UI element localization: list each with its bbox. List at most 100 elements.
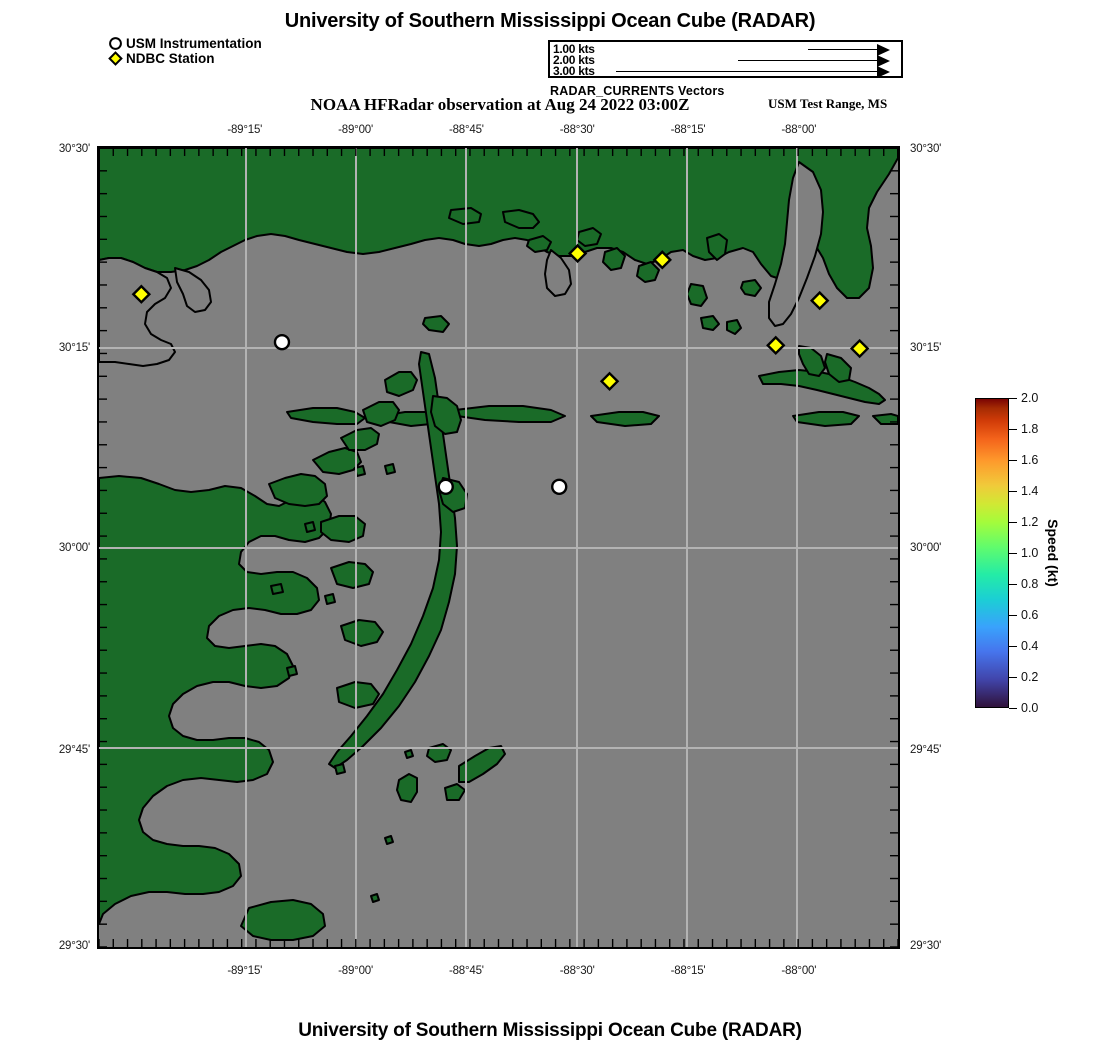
delta-speck-3 [304,521,316,533]
ndbc-station-marker-5[interactable] [849,338,870,359]
delta-marsh-east-lobe [320,515,366,543]
ndbc-station-marker-1[interactable] [567,243,588,264]
ndbc-station-marker-3[interactable] [810,290,830,311]
colorbar-tick-label-6: 0.8 [1021,577,1039,591]
colorbar-tick-label-0: 2.0 [1021,391,1039,405]
axis-label-lat-right-0: 30°30' [910,143,942,156]
chandeleur-islands-arc [328,351,458,769]
islet-speck-3 [370,893,380,903]
test-range-label: USM Test Range, MS [768,96,888,111]
colorbar-tick-label-10: 0.0 [1021,701,1039,715]
delta-marsh-finger-2 [340,427,380,451]
usm-instrumentation-marker-0[interactable] [273,333,291,351]
ms-coast-islet-7 [706,233,728,261]
delta-marsh-east-lobe-2 [330,561,374,589]
vector-scale-row-2: 2.00 kts [550,53,901,67]
colorbar-tick-label-9: 0.2 [1021,670,1039,684]
delta-marsh-finger-1 [312,447,362,475]
lake-borgne-shoreline [99,257,176,367]
freemason-island-1 [396,773,418,803]
vector-arrowhead-2 [877,55,890,67]
colorbar-title: Speed (kt) [1045,519,1061,587]
delta-marsh-east-lobe-3 [340,619,384,647]
colorbar-tick-7 [1009,615,1017,616]
axis-label-lon-bot-2: -88°45' [448,965,484,977]
vector-shaft-1 [808,49,878,50]
vector-legend-caption: RADAR_CURRENTS Vectors [550,84,725,98]
ms-coast-islet-11 [726,319,742,335]
fort-morgan-tip [824,353,852,383]
colorbar-tick-label-1: 1.8 [1021,422,1039,436]
axis-label-lon-top-0: -89°15' [227,124,263,136]
ms-coast-islet-5 [602,247,626,271]
colorbar-tick-2 [1009,460,1017,461]
axis-label-lat-left-3: 29°45' [58,743,90,756]
colorbar-tick-label-4: 1.2 [1021,515,1039,529]
delta-marsh-finger-3 [362,401,400,427]
ms-coast-islet-3 [526,235,552,253]
axis-label-lon-top-4: -88°15' [670,124,706,136]
ndbc-station-marker-2[interactable] [652,250,672,270]
vector-scale-label-3: 3.00 kts [553,64,595,78]
ms-coast-islet-1 [502,209,540,229]
vector-scale-label-2: 2.00 kts [553,53,595,67]
station-markers-layer[interactable] [131,243,870,495]
landmass-layer [99,148,898,941]
colorbar-tick-0 [1009,398,1017,399]
diamond-marker-icon [108,51,123,66]
vector-scale-label-1: 1.00 kts [553,42,595,56]
colorbar-tick-6 [1009,584,1017,585]
islet-speck-2 [384,835,394,845]
delta-speck-2 [384,463,396,475]
ndbc-station-marker-6[interactable] [599,371,620,392]
barrier-island-east [792,411,860,427]
barrier-island-petit-bois [590,411,660,427]
colorbar-gradient [975,398,1009,708]
ndbc-station-marker-4[interactable] [766,335,786,356]
delta-marsh-east-lobe-4 [336,681,380,709]
delta-marsh-lower-lobe [240,899,326,941]
colorbar-tick-1 [1009,429,1017,430]
usm-instrumentation-marker-2[interactable] [551,478,568,495]
colorbar-tick-9 [1009,677,1017,678]
colorbar-tick-10 [1009,708,1017,709]
circle-marker-icon [108,36,123,51]
axis-label-lon-bot-3: -88°30' [559,965,595,977]
usm-instrumentation-marker-1[interactable] [437,478,454,495]
colorbar-tick-8 [1009,646,1017,647]
legend-label-usm: USM Instrumentation [126,36,262,51]
axis-minor-ticks [98,147,899,948]
map-graphic [99,148,898,947]
legend-item-usm-instrumentation: USM Instrumentation [108,36,262,51]
map-subtitle: NOAA HFRadar observation at Aug 24 2022 … [310,95,690,114]
axis-label-lat-right-1: 30°15' [910,341,942,354]
vector-scale-row-3: 3.00 kts [550,64,901,78]
page-title: University of Southern Mississippi Ocean… [284,10,816,32]
axis-label-lat-left-2: 30°00' [58,542,90,555]
colorbar-tick-label-7: 0.6 [1021,608,1039,622]
colorbar-tick-3 [1009,491,1017,492]
barrier-island-horn [454,405,566,423]
inner-bay-finger [174,267,212,313]
legend-label-ndbc: NDBC Station [126,51,215,66]
chandeleur-bulge-north [430,395,462,435]
delta-marsh-upper-arm [268,473,328,507]
vector-shaft-2 [738,60,878,61]
axis-label-lat-right-2: 30°00' [910,542,942,555]
vector-shaft-3 [616,71,878,72]
map-canvas[interactable] [97,146,900,949]
axis-label-lon-bot-5: -88°00' [781,965,817,977]
axis-label-lat-right-3: 29°45' [910,743,942,756]
axis-label-lon-top-3: -88°30' [559,124,595,136]
axis-label-lon-bot-0: -89°15' [227,965,263,977]
ndbc-station-marker-0[interactable] [131,284,152,304]
colorbar-tick-label-5: 1.0 [1021,546,1039,560]
vector-arrowhead-1 [877,44,890,56]
axis-label-lat-left-4: 29°30' [58,939,90,952]
marker-legend: USM Instrumentation NDBC Station [108,36,262,66]
ms-coast-islet-10 [700,315,720,331]
axis-label-lon-bot-1: -89°00' [338,965,373,977]
ms-coast-islet-9 [740,279,762,297]
delta-speck-7 [286,665,298,677]
mobile-point-hook [798,345,826,377]
